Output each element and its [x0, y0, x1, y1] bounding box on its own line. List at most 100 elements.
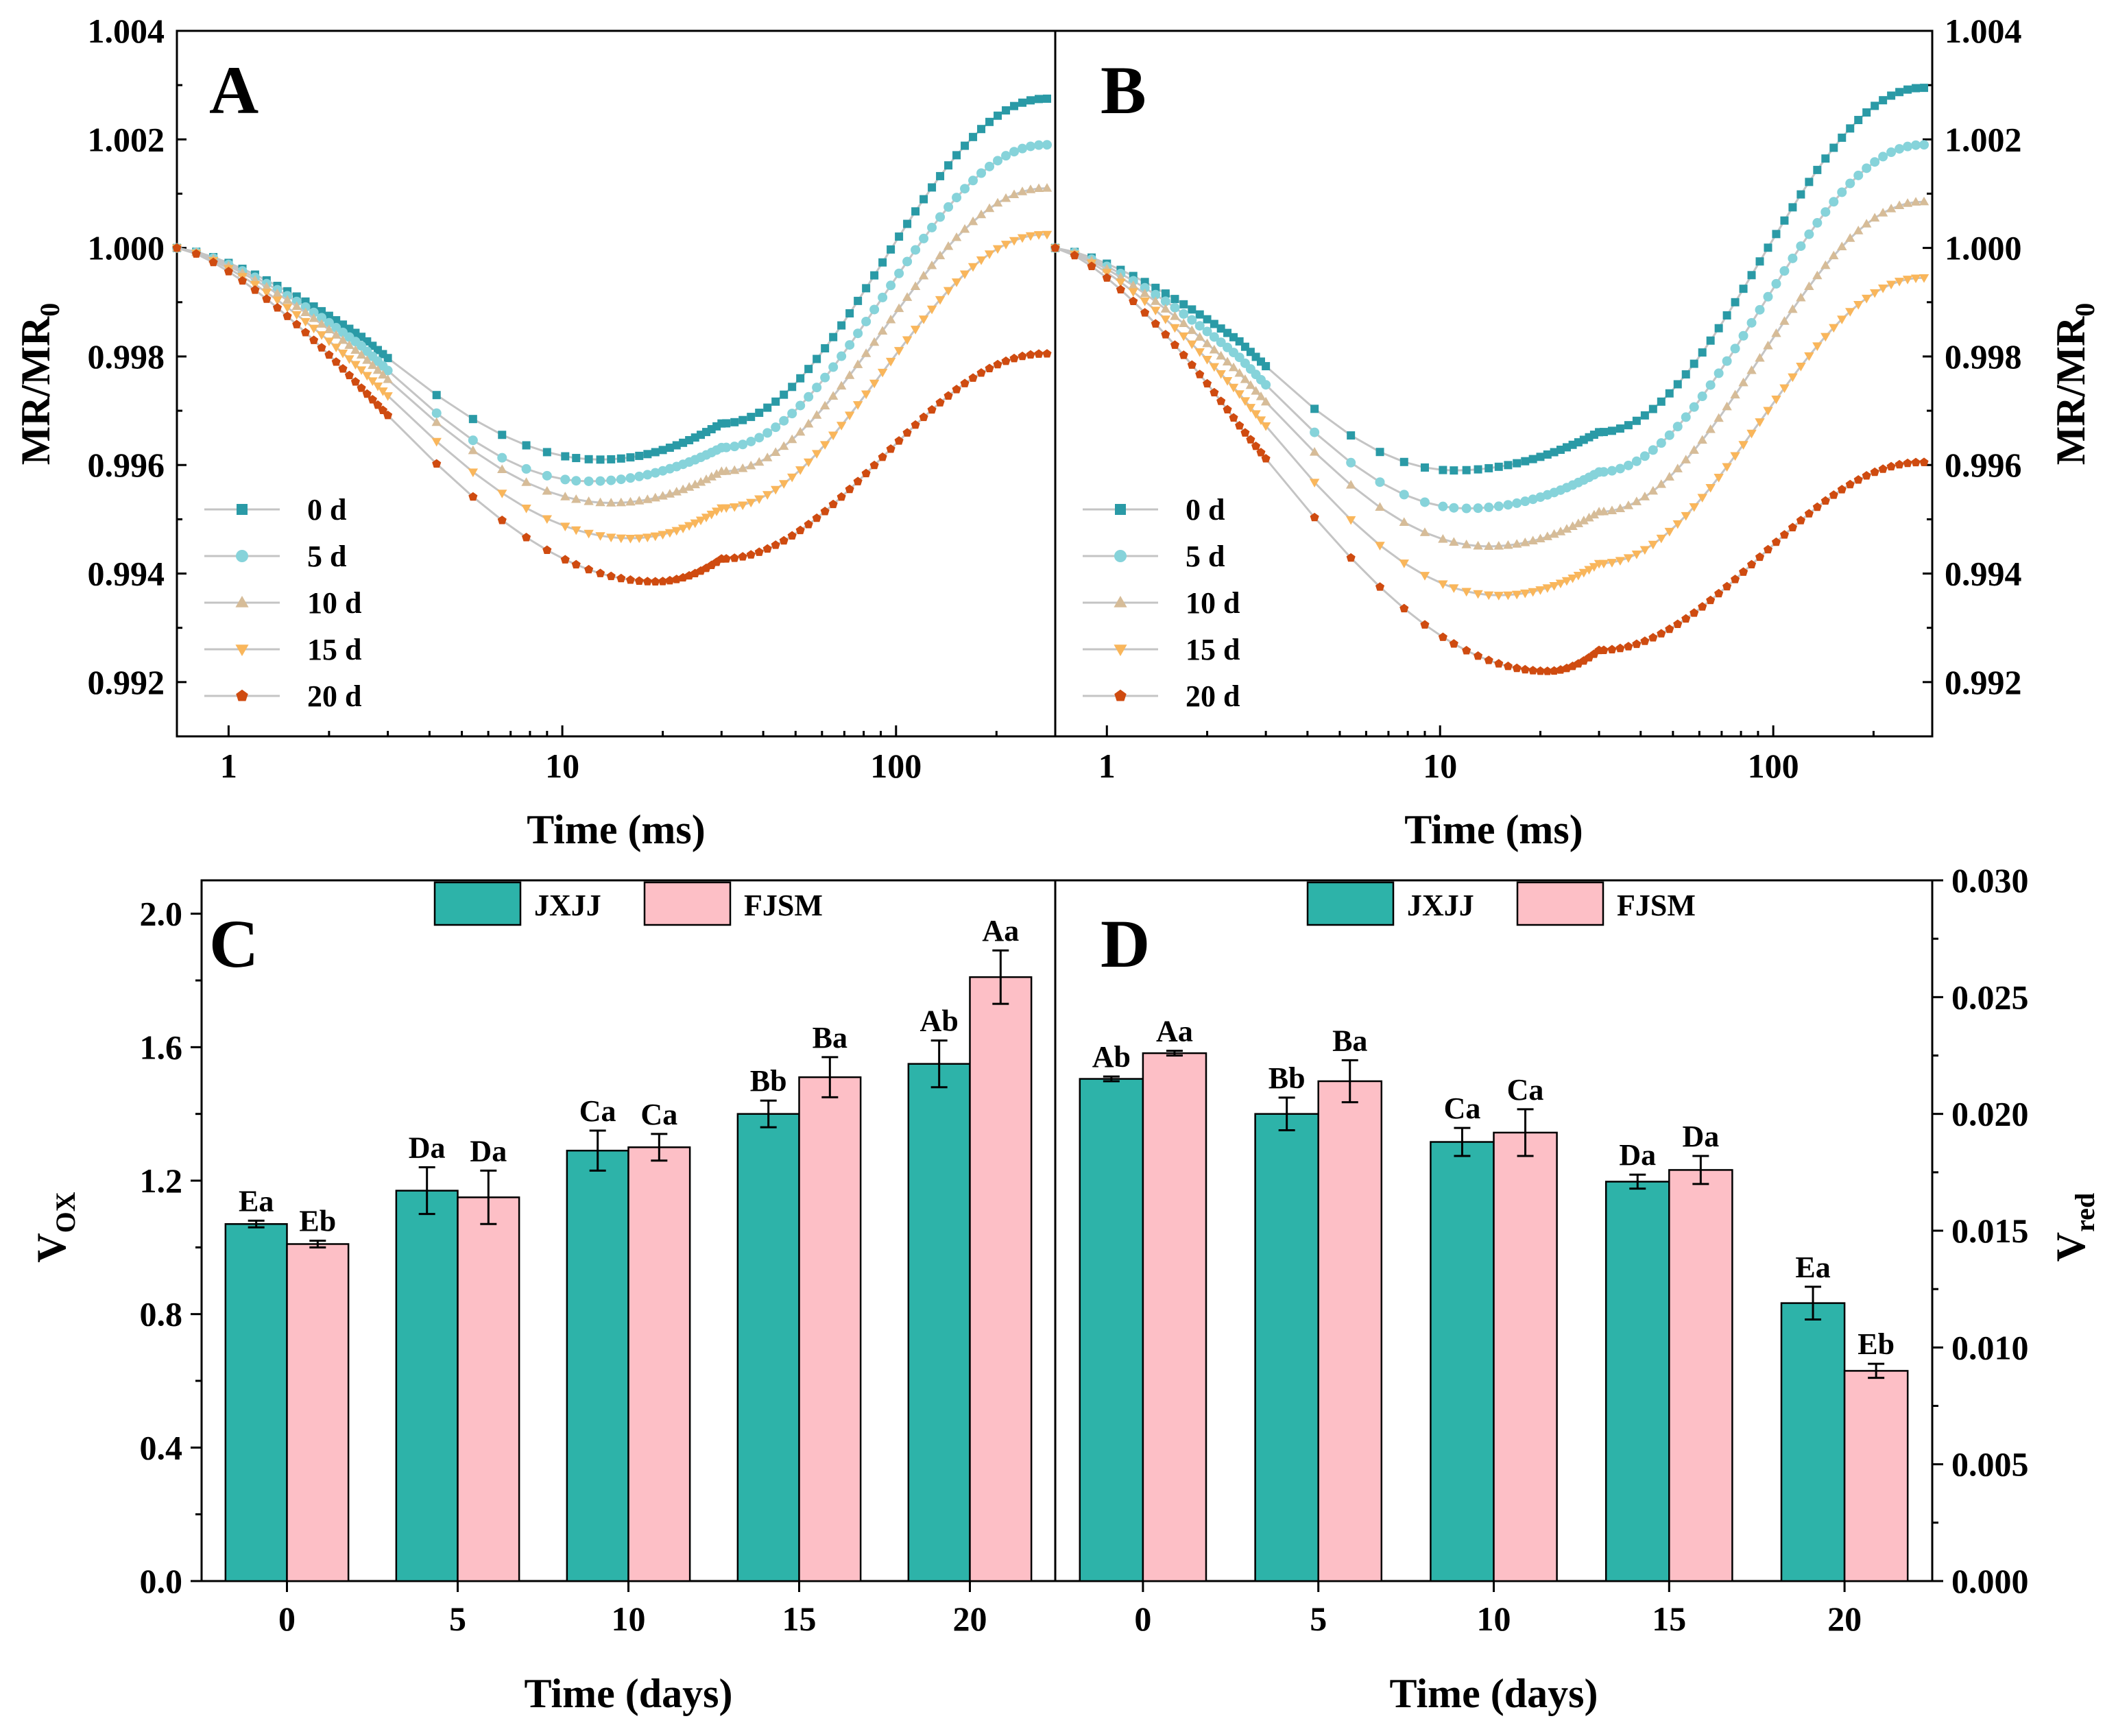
data-point	[616, 474, 626, 485]
data-point	[595, 497, 605, 507]
data-point	[542, 485, 553, 495]
data-point	[911, 207, 920, 216]
data-point	[1672, 463, 1683, 472]
data-point	[1128, 280, 1138, 289]
y-axis-title-a: MR/MR0	[13, 303, 65, 466]
data-point	[1017, 234, 1028, 243]
panel-d: 0.000 0.005 0.010 0.015 0.020 0.025 0.030 0 Ab Aa…	[1054, 861, 2029, 1716]
data-point	[695, 477, 706, 486]
data-point	[1511, 539, 1522, 548]
data-point	[616, 534, 626, 544]
data-point	[1623, 554, 1634, 563]
significance-label: Ba	[1332, 1024, 1367, 1057]
x-tick-label: 20	[1827, 1600, 1862, 1638]
data-point	[935, 398, 945, 407]
data-point	[643, 450, 652, 459]
data-point	[1919, 457, 1929, 466]
legend-marker	[1114, 550, 1127, 562]
data-point	[894, 268, 904, 278]
data-point	[1419, 497, 1430, 507]
data-point	[1034, 140, 1044, 150]
data-point	[1567, 574, 1578, 583]
data-point	[1820, 496, 1830, 505]
legend-label: FJSM	[744, 889, 823, 922]
data-point	[1009, 237, 1020, 246]
data-point	[902, 336, 913, 346]
data-point	[1722, 401, 1732, 411]
data-point	[1511, 590, 1522, 600]
data-point	[1845, 479, 1855, 489]
data-point	[1854, 116, 1863, 125]
data-point	[1179, 309, 1189, 319]
data-point	[1234, 367, 1245, 377]
data-point	[1738, 441, 1748, 450]
data-point	[1615, 503, 1626, 513]
data-point	[595, 476, 605, 486]
data-point	[1520, 664, 1530, 674]
data-point	[1549, 529, 1559, 538]
data-point	[1222, 357, 1233, 366]
data-point	[324, 311, 333, 320]
data-point	[721, 442, 732, 453]
data-point	[1886, 280, 1897, 290]
y-axis-title-a-main: MR/MR	[13, 316, 58, 465]
data-point	[282, 295, 293, 304]
data-point	[1026, 350, 1035, 359]
data-point	[944, 161, 953, 170]
data-point	[324, 350, 334, 359]
data-point	[1234, 390, 1245, 399]
data-point	[1739, 285, 1748, 293]
data-point	[1461, 539, 1471, 548]
data-point	[584, 496, 594, 505]
data-point	[671, 527, 682, 536]
data-point	[1187, 360, 1197, 369]
data-point	[1128, 288, 1138, 297]
panel-b: 0.992 0.994 0.996 0.998 1.000 1.002 1.004 1 10 10…	[1050, 12, 2022, 852]
data-point	[1503, 661, 1513, 671]
significance-label: Da	[1682, 1120, 1719, 1153]
data-point	[362, 372, 372, 381]
data-point	[1140, 308, 1150, 317]
data-point	[521, 504, 531, 514]
data-point	[935, 212, 946, 222]
data-point	[1607, 505, 1618, 515]
data-point	[625, 473, 636, 483]
data-point	[1042, 183, 1053, 192]
legend-label: FJSM	[1617, 889, 1696, 922]
data-point	[844, 411, 855, 420]
data-point	[1746, 559, 1757, 569]
data-point	[1598, 467, 1609, 477]
data-point	[1853, 170, 1864, 180]
data-point	[1886, 147, 1897, 158]
data-point	[1161, 289, 1170, 298]
data-point	[1087, 261, 1096, 270]
data-point	[468, 468, 479, 477]
legend-marker	[1114, 689, 1127, 701]
significance-label: Ea	[239, 1184, 274, 1218]
data-point	[1820, 207, 1831, 217]
data-point	[1009, 353, 1019, 363]
series-line-0	[176, 97, 1048, 461]
data-point	[935, 250, 946, 260]
data-point	[1151, 319, 1160, 328]
data-point	[1903, 85, 1912, 94]
data-point	[317, 306, 326, 315]
y-tick-label: 2.0	[140, 895, 183, 933]
data-point	[1877, 285, 1888, 293]
data-point	[672, 441, 681, 450]
data-point	[1042, 349, 1052, 358]
data-point	[877, 326, 888, 335]
data-point	[1520, 537, 1530, 546]
data-point	[711, 507, 722, 516]
data-point	[1623, 501, 1634, 509]
data-point	[356, 366, 367, 375]
data-point	[1462, 646, 1471, 655]
data-point	[1910, 197, 1921, 206]
data-point	[1705, 424, 1716, 433]
data-point	[746, 436, 756, 446]
data-point	[324, 317, 334, 328]
data-point	[1245, 380, 1256, 389]
data-point	[378, 370, 388, 379]
data-point	[795, 400, 806, 411]
data-point	[1861, 219, 1872, 228]
